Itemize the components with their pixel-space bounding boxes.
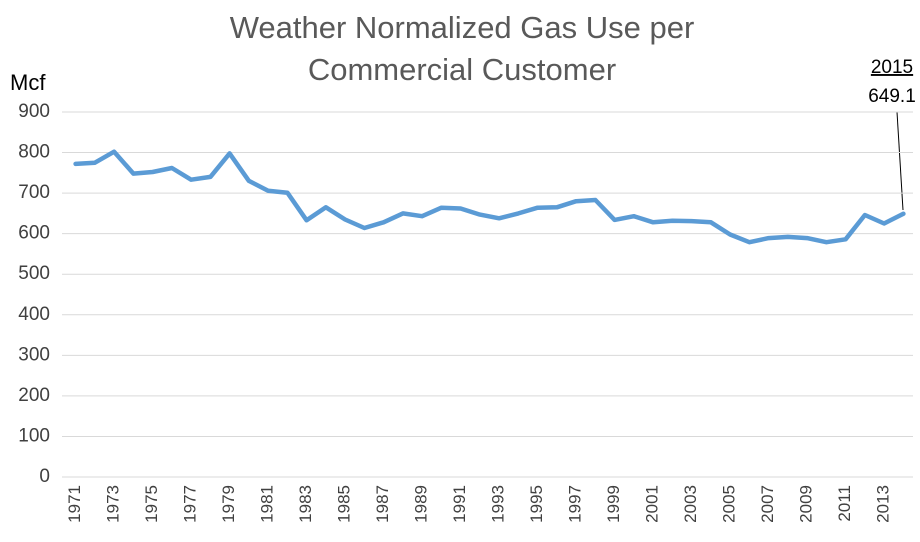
chart-title: Weather Normalized Gas Use per <box>230 10 695 45</box>
x-tick-label: 2007 <box>758 485 777 523</box>
x-tick-label: 1999 <box>604 485 623 523</box>
x-tick-label: 1979 <box>219 485 238 523</box>
y-tick-label: 0 <box>39 466 50 487</box>
y-tick-label: 200 <box>18 385 50 406</box>
x-tick-label: 1989 <box>412 485 431 523</box>
annotation-label: 2015 <box>871 57 913 78</box>
annotation-value: 649.1 <box>868 86 916 107</box>
x-tick-label: 2013 <box>874 485 893 523</box>
x-tick-label: 2005 <box>720 485 739 523</box>
y-tick-label: 400 <box>18 304 50 325</box>
x-tick-label: 2009 <box>797 485 816 523</box>
y-tick-label: 300 <box>18 344 50 365</box>
chart-title: Commercial Customer <box>308 52 616 87</box>
x-tick-label: 1997 <box>566 485 585 523</box>
x-tick-label: 1991 <box>450 485 469 523</box>
x-tick-label: 1981 <box>258 485 277 523</box>
x-tick-label: 2011 <box>835 485 854 522</box>
line-series <box>73 149 906 245</box>
y-axis-label: Mcf <box>10 70 46 95</box>
x-tick-label: 1975 <box>142 485 161 523</box>
y-tick-label: 100 <box>18 425 50 446</box>
x-tick-label: 1977 <box>181 485 200 523</box>
y-tick-label: 700 <box>18 182 50 203</box>
y-tick-label: 500 <box>18 263 50 284</box>
x-tick-label: 2001 <box>643 485 662 523</box>
y-tick-label: 900 <box>18 101 50 122</box>
y-tick-label: 800 <box>18 142 50 163</box>
y-tick-label: 600 <box>18 223 50 244</box>
x-tick-label: 1983 <box>296 485 315 523</box>
x-tick-label: 1985 <box>335 485 354 523</box>
x-tick-label: 1993 <box>489 485 508 523</box>
x-tick-label: 1971 <box>65 485 84 523</box>
x-tick-label: 1987 <box>373 485 392 523</box>
x-tick-label: 1973 <box>104 485 123 523</box>
x-tick-label: 2003 <box>681 485 700 523</box>
x-tick-label: 1995 <box>527 485 546 523</box>
annotation-leader <box>896 111 904 211</box>
